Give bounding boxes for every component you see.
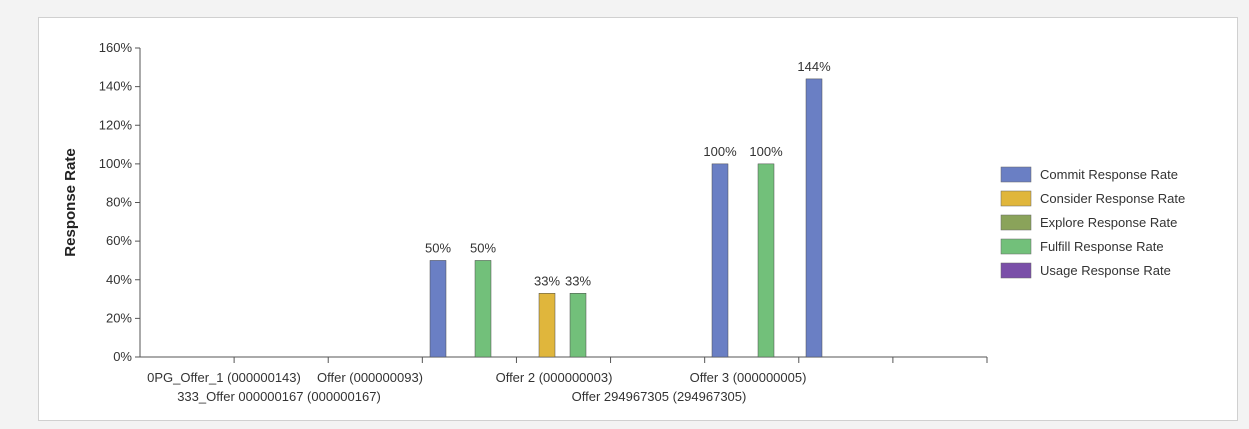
y-tick-label: 80%: [106, 195, 132, 210]
legend-swatch: [1000, 190, 1032, 207]
y-tick-label: 40%: [106, 272, 132, 287]
y-tick-label: 60%: [106, 233, 132, 248]
bar-data-label: 100%: [749, 144, 783, 159]
y-tick-label: 140%: [99, 79, 133, 94]
x-category-label: 333_Offer 000000167 (000000167): [177, 389, 381, 404]
legend-label: Consider Response Rate: [1040, 191, 1185, 206]
bar-data-label: 144%: [797, 59, 831, 74]
legend-swatch: [1000, 238, 1032, 255]
bar: [429, 260, 447, 358]
y-axis-title: Response Rate: [62, 148, 79, 256]
bar: [711, 163, 729, 358]
legend-swatch: [1000, 214, 1032, 231]
x-category-label: Offer 294967305 (294967305): [572, 389, 747, 404]
bar: [805, 78, 823, 358]
bar-chart: 0% 20% 40% 60% 80% 100% 120% 140% 160% Response R…: [62, 40, 1185, 404]
bar: [474, 260, 492, 358]
legend-label: Explore Response Rate: [1040, 215, 1177, 230]
legend-swatch: [1000, 166, 1032, 183]
y-tick-label: 160%: [99, 40, 133, 55]
legend-label: Usage Response Rate: [1040, 263, 1171, 278]
bar: [538, 293, 556, 358]
x-category-label: Offer 2 (000000003): [496, 370, 613, 385]
legend-swatch: [1000, 262, 1032, 279]
chart-panel: 0% 20% 40% 60% 80% 100% 120% 140% 160% Response R…: [38, 17, 1238, 421]
y-tick-label: 0%: [113, 349, 132, 364]
legend-label: Fulfill Response Rate: [1040, 239, 1164, 254]
bar-data-label: 100%: [703, 144, 737, 159]
bar: [757, 163, 775, 358]
x-category-label: 0PG_Offer_1 (000000143): [147, 370, 301, 385]
y-tick-label: 100%: [99, 156, 133, 171]
x-category-label: Offer (000000093): [317, 370, 423, 385]
x-category-label: Offer 3 (000000005): [690, 370, 807, 385]
bar: [569, 293, 587, 358]
y-tick-label: 20%: [106, 310, 132, 325]
bar-data-label: 50%: [425, 240, 451, 255]
bar-data-label: 33%: [565, 273, 591, 288]
bar-data-label: 33%: [534, 273, 560, 288]
y-tick-label: 120%: [99, 117, 133, 132]
bar-data-label: 50%: [470, 240, 496, 255]
legend-label: Commit Response Rate: [1040, 167, 1178, 182]
